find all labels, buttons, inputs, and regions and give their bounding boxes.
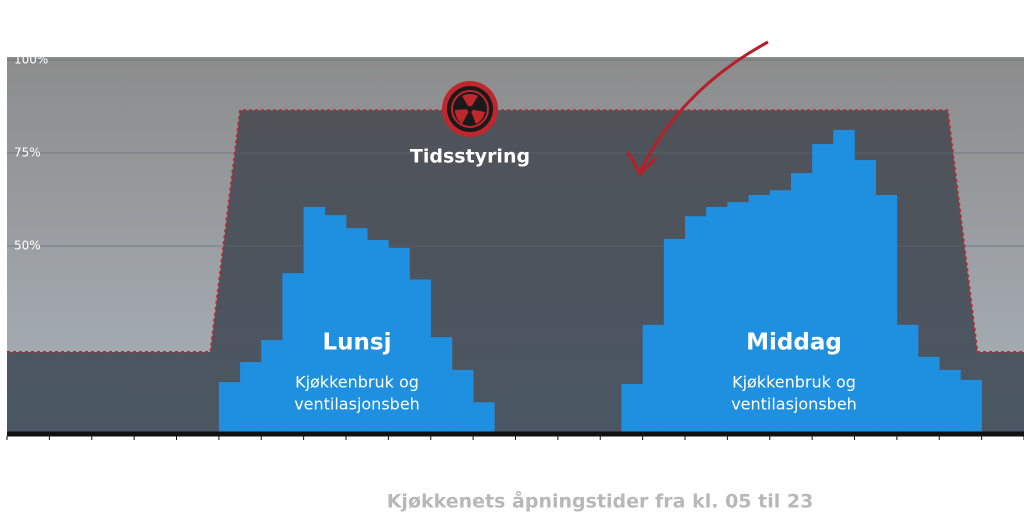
bar [409,279,432,432]
bar [663,238,686,432]
bar [875,195,898,432]
bar [960,379,982,432]
bar [706,206,728,432]
bar [473,402,495,432]
bar [769,190,792,432]
bar [833,129,855,432]
fan-icon [442,81,498,137]
footer: Kjøkkenets åpningstider fra kl. 05 til 2… [387,489,814,513]
arrow [638,40,769,173]
timer-line [7,109,1024,354]
bar [727,202,749,432]
bar [430,337,453,432]
bar [240,362,262,432]
bar [748,195,771,432]
bar [346,228,368,432]
annotation-text: ventilasjonsbeh [731,395,857,414]
annotation-title: Middag [746,330,842,356]
bar [685,216,707,432]
bar [918,356,940,432]
bar [324,215,347,432]
bar [854,160,876,432]
bar [896,324,919,432]
bar [621,384,643,432]
bar [812,144,834,432]
bar [303,206,326,432]
bar [388,247,410,432]
timer-label: Tidsstyring [410,146,530,168]
bar [642,324,665,432]
bar [451,369,474,432]
y-tick-label: 75% [14,146,41,160]
bar [939,369,961,432]
y-tick-label: 50% [14,239,41,253]
annotation-text: Kjøkkenbruk og [295,373,419,392]
bar [282,273,304,432]
bar [790,173,813,432]
annotation-title: Lunsj [323,330,392,356]
annotation-text: ventilasjonsbeh [294,395,420,414]
bar [218,382,241,432]
y-tick-label: 100% [14,53,48,67]
bar [367,240,389,432]
annotation-text: Kjøkkenbruk og [732,373,856,392]
bar [261,340,283,432]
arrow-head [626,151,658,177]
